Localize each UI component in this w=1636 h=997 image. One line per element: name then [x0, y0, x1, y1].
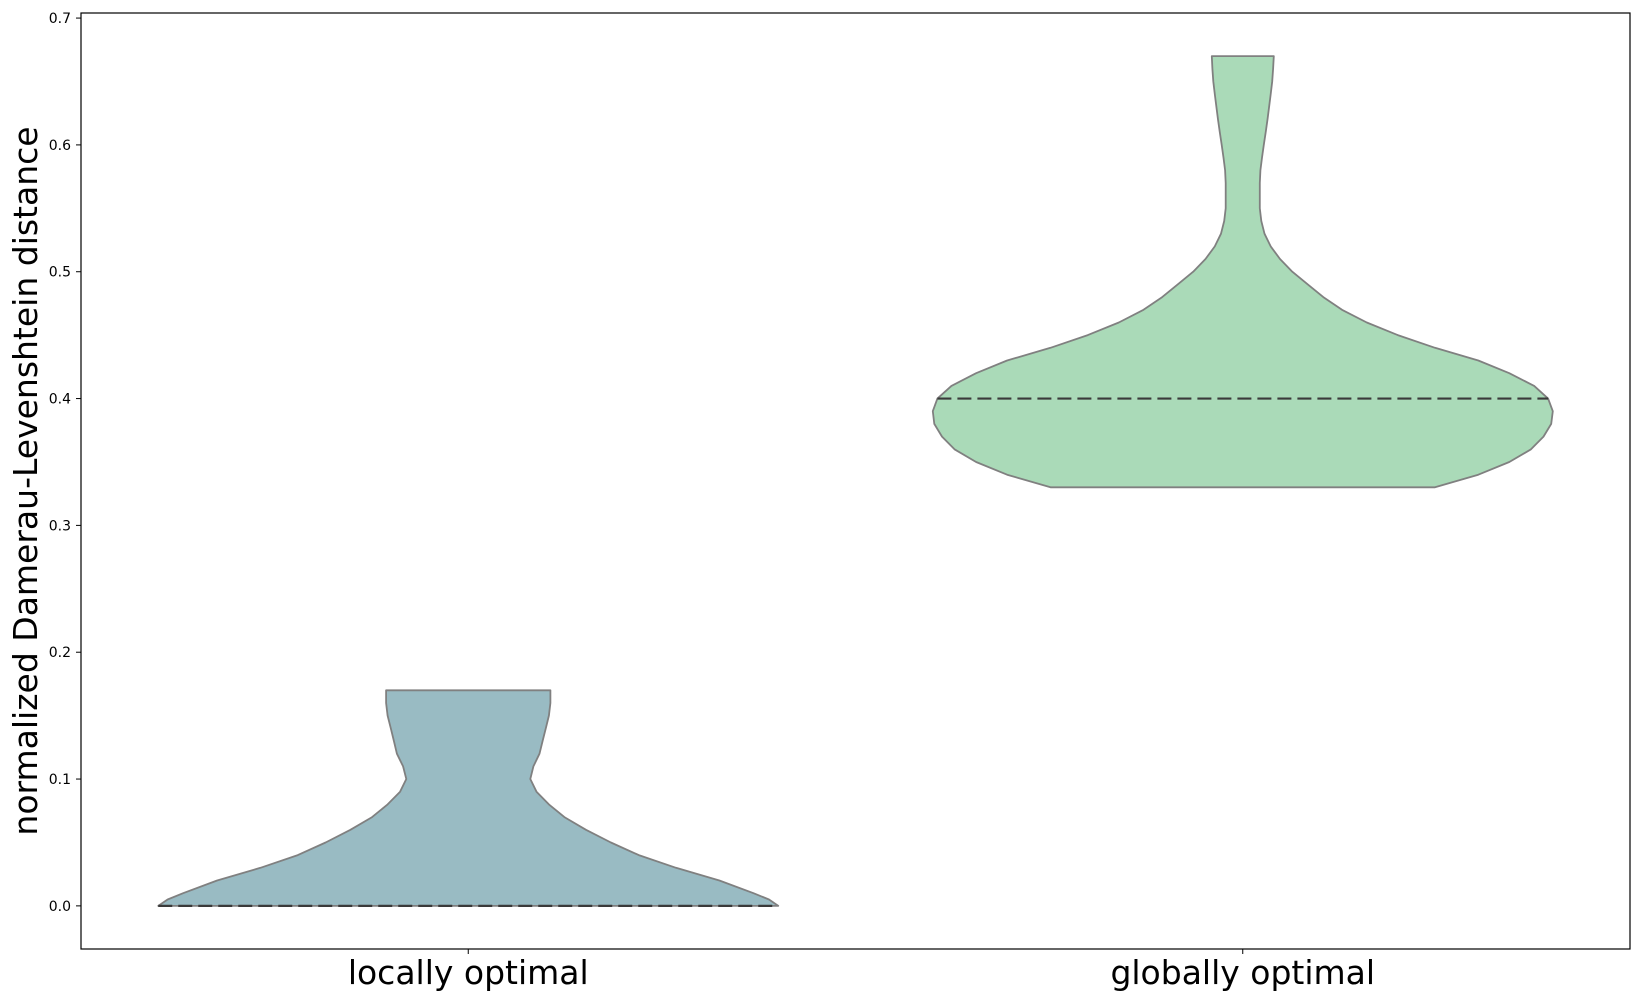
y-tick-label: 0.2: [49, 645, 71, 661]
y-axis-label: normalized Damerau-Levenshtein distance: [6, 126, 45, 835]
y-axis-ticks: 0.0 0.1 0.2 0.3 0.4 0.5 0.6 0.7: [49, 11, 81, 915]
y-tick-label: 0.3: [49, 518, 71, 534]
y-tick-label: 0.6: [49, 138, 71, 154]
plot-frame: [80, 12, 1631, 950]
y-tick-label: 0.7: [49, 11, 71, 27]
violin-body: [157, 689, 780, 907]
x-tick-label: globally optimal: [1110, 953, 1375, 992]
y-tick-label: 0.4: [49, 392, 71, 408]
x-axis-ticks: locally optimal globally optimal: [348, 949, 1375, 992]
y-tick-label: 0.5: [49, 265, 71, 281]
y-tick-label: 0.0: [49, 899, 71, 915]
violins: [157, 55, 1554, 907]
median-lines: [158, 397, 1549, 907]
x-tick-label: locally optimal: [348, 953, 589, 992]
violin-body: [931, 55, 1554, 489]
y-tick-label: 0.1: [49, 772, 71, 788]
